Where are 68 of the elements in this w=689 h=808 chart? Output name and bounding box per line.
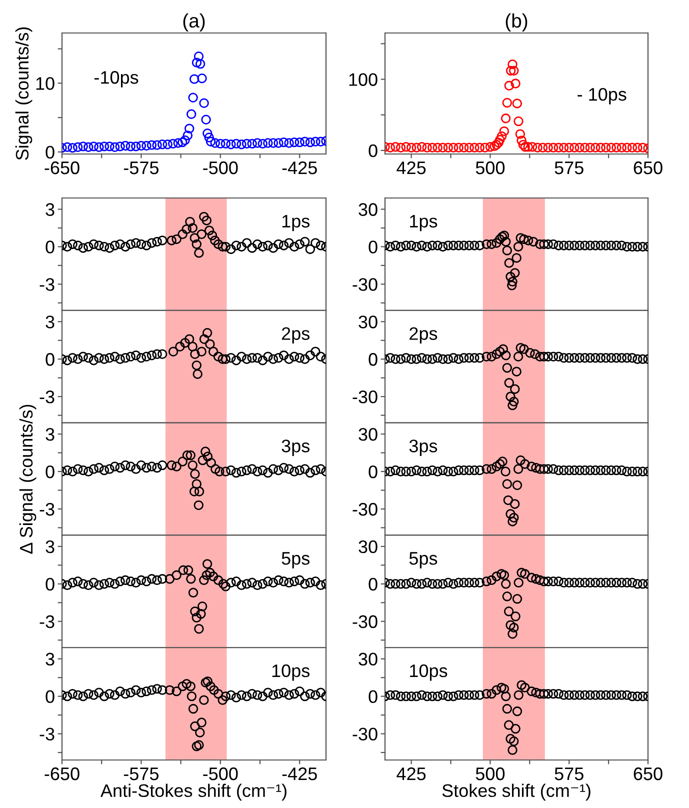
- y-axis-title: Signal (counts/s): [15, 27, 32, 160]
- y-tick-label: 3: [46, 540, 54, 554]
- x-tick-label: -500: [203, 767, 238, 780]
- chart-title: (a): [183, 13, 205, 32]
- y-tick-label: -30: [352, 278, 378, 291]
- x-tick-label: -575: [124, 162, 159, 174]
- y-tick-label: 3: [46, 203, 54, 216]
- y-tick-label: 30: [358, 203, 378, 216]
- y-tick-label: 3: [46, 428, 54, 441]
- annotation: 2ps: [410, 327, 438, 344]
- y-axis-title: Δ Signal (counts/s): [19, 404, 36, 554]
- annotation: 3ps: [409, 440, 438, 456]
- y-tick-label: 0: [368, 465, 378, 478]
- x-tick-label: -425: [282, 161, 317, 174]
- y-tick-label: -3: [40, 615, 54, 628]
- x-tick-label: 650: [634, 767, 662, 780]
- y-tick-label: -30: [352, 502, 378, 516]
- y-tick-label: -3: [40, 278, 54, 291]
- x-tick-label: 650: [634, 161, 662, 174]
- annotation: 5ps: [409, 552, 438, 568]
- y-tick-label: 3: [46, 652, 54, 666]
- annotation: 2ps: [282, 327, 310, 344]
- y-tick-label: 0: [368, 144, 378, 158]
- x-tick-label: -650: [44, 767, 80, 780]
- annotation: 3ps: [282, 440, 310, 456]
- x-tick-label: 575: [554, 162, 584, 174]
- y-tick-label: 0: [46, 146, 54, 159]
- y-tick-label: 10: [36, 77, 54, 90]
- x-axis-title: Stokes shift (cm⁻¹): [442, 784, 590, 801]
- y-tick-label: 0: [46, 690, 54, 704]
- annotation: -10ps: [94, 71, 138, 88]
- x-tick-label: 425: [396, 161, 426, 174]
- annotation: 10ps: [272, 664, 310, 681]
- y-tick-label: 30: [358, 428, 378, 441]
- x-tick-label: 500: [476, 767, 505, 780]
- y-tick-label: 30: [358, 652, 378, 666]
- y-tick-label: 0: [46, 465, 54, 478]
- annotation: 5ps: [282, 552, 310, 568]
- x-tick-label: 575: [554, 768, 584, 780]
- y-tick-label: -3: [40, 502, 54, 516]
- y-tick-label: 30: [358, 540, 378, 554]
- x-tick-label: 425: [396, 767, 426, 780]
- y-tick-label: -3: [40, 390, 54, 404]
- y-tick-label: -30: [352, 615, 378, 628]
- x-tick-label: 500: [476, 161, 505, 174]
- y-tick-label: 0: [368, 240, 378, 254]
- y-tick-label: 0: [368, 353, 378, 366]
- y-tick-label: 0: [46, 240, 54, 254]
- y-tick-label: 0: [46, 578, 54, 591]
- x-tick-label: -650: [44, 161, 80, 174]
- y-tick-label: 3: [46, 316, 54, 328]
- y-tick-label: -3: [40, 728, 54, 740]
- y-tick-label: 0: [368, 690, 378, 704]
- x-axis-title: Anti-Stokes shift (cm⁻¹): [100, 784, 286, 801]
- y-tick-label: 100: [349, 73, 378, 86]
- x-tick-label: -500: [203, 161, 238, 174]
- x-tick-label: -425: [282, 767, 317, 780]
- annotation: 10ps: [410, 664, 448, 681]
- y-tick-label: 0: [368, 578, 378, 591]
- y-tick-label: -30: [352, 390, 378, 404]
- annotation: 1ps: [410, 214, 438, 232]
- y-tick-label: -30: [352, 728, 378, 740]
- annotation: - 10ps: [578, 88, 626, 104]
- y-tick-label: 0: [46, 353, 54, 366]
- y-tick-label: 30: [358, 316, 378, 328]
- x-tick-label: -575: [124, 768, 159, 780]
- chart-title: (b): [506, 13, 528, 32]
- annotation: 1ps: [282, 214, 310, 232]
